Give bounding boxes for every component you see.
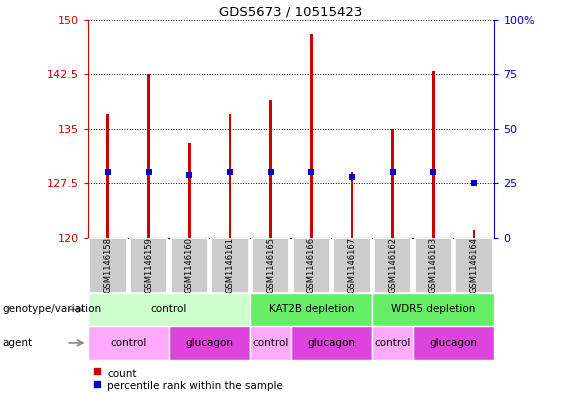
Bar (415, 238, 452, 293)
Text: GSM1146163: GSM1146163 (429, 237, 438, 293)
Bar (310, 34, 313, 238)
Bar (391, 129, 394, 238)
Bar (252, 238, 289, 293)
Text: GSM1146162: GSM1146162 (388, 237, 397, 293)
Title: GDS5673 / 10515423: GDS5673 / 10515423 (219, 6, 363, 18)
Bar (350, 172, 354, 238)
Bar (372, 293, 494, 326)
Point (266, 169, 275, 175)
Bar (228, 114, 232, 238)
Text: GSM1146165: GSM1146165 (266, 237, 275, 293)
Text: glucagon: glucagon (308, 338, 355, 348)
Bar (147, 74, 150, 238)
Text: count: count (107, 369, 137, 379)
Bar (171, 238, 208, 293)
Text: control: control (253, 338, 289, 348)
Text: GSM1146164: GSM1146164 (470, 237, 479, 293)
Point (225, 169, 234, 175)
Text: GSM1146167: GSM1146167 (347, 237, 357, 293)
Point (103, 169, 112, 175)
Text: GSM1146166: GSM1146166 (307, 237, 316, 293)
Text: GSM1146158: GSM1146158 (103, 237, 112, 293)
Bar (106, 114, 110, 238)
Bar (188, 143, 191, 238)
Bar (169, 326, 250, 360)
Bar (293, 238, 330, 293)
Bar (472, 230, 476, 238)
Text: control: control (151, 305, 187, 314)
Point (144, 169, 153, 175)
Bar (374, 238, 411, 293)
Text: control: control (375, 338, 411, 348)
Text: control: control (110, 338, 146, 348)
Text: KAT2B depletion: KAT2B depletion (268, 305, 354, 314)
Bar (455, 238, 493, 293)
Bar (130, 238, 167, 293)
Text: glucagon: glucagon (430, 338, 477, 348)
Point (388, 169, 397, 175)
Bar (88, 326, 169, 360)
Bar (250, 293, 372, 326)
Point (429, 169, 438, 175)
Bar (413, 326, 494, 360)
Text: GSM1146160: GSM1146160 (185, 237, 194, 293)
Text: glucagon: glucagon (186, 338, 233, 348)
Bar (291, 326, 372, 360)
Text: genotype/variation: genotype/variation (3, 304, 102, 314)
Bar (89, 238, 127, 293)
Bar (88, 293, 250, 326)
Bar (250, 326, 291, 360)
Bar (372, 326, 413, 360)
Point (307, 169, 316, 175)
Bar (432, 70, 435, 238)
Bar (333, 238, 371, 293)
Bar (269, 99, 272, 238)
Text: WDR5 depletion: WDR5 depletion (391, 305, 476, 314)
Text: GSM1146159: GSM1146159 (144, 237, 153, 293)
Bar (211, 238, 249, 293)
Point (470, 180, 479, 186)
Text: GSM1146161: GSM1146161 (225, 237, 234, 293)
Point (347, 174, 357, 180)
Point (185, 171, 194, 178)
Text: percentile rank within the sample: percentile rank within the sample (107, 381, 283, 391)
Text: agent: agent (3, 338, 33, 348)
